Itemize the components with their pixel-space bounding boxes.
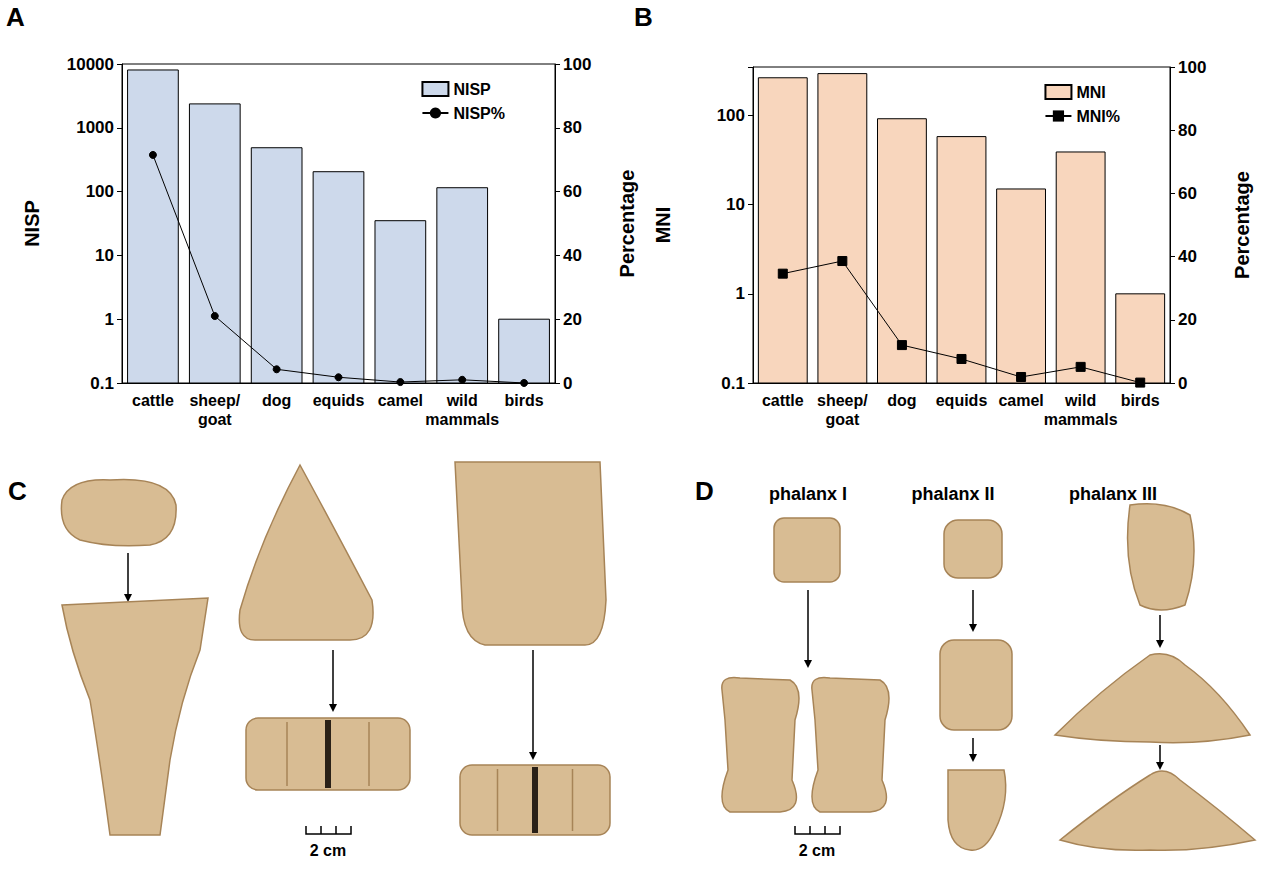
svg-text:0: 0 bbox=[563, 374, 572, 393]
svg-text:100: 100 bbox=[717, 106, 745, 125]
svg-text:birds: birds bbox=[1121, 392, 1160, 409]
svg-text:wild: wild bbox=[446, 392, 478, 409]
svg-text:40: 40 bbox=[563, 246, 582, 265]
svg-text:0: 0 bbox=[1178, 374, 1187, 393]
svg-text:dog: dog bbox=[887, 392, 916, 409]
svg-text:cattle: cattle bbox=[132, 392, 174, 409]
svg-text:100: 100 bbox=[86, 182, 114, 201]
svg-text:60: 60 bbox=[563, 182, 582, 201]
svg-text:phalanx II: phalanx II bbox=[911, 484, 994, 504]
svg-text:camel: camel bbox=[998, 392, 1043, 409]
svg-text:NISP%: NISP% bbox=[453, 105, 505, 122]
svg-text:40: 40 bbox=[1178, 247, 1197, 266]
svg-text:birds: birds bbox=[505, 392, 544, 409]
svg-text:camel: camel bbox=[378, 392, 423, 409]
svg-text:10000: 10000 bbox=[67, 55, 114, 74]
svg-text:80: 80 bbox=[1178, 121, 1197, 140]
svg-text:wild: wild bbox=[1064, 392, 1096, 409]
svg-text:sheep/: sheep/ bbox=[189, 392, 240, 409]
svg-text:80: 80 bbox=[563, 118, 582, 137]
svg-text:A: A bbox=[6, 2, 25, 32]
svg-text:goat: goat bbox=[198, 411, 232, 428]
svg-text:60: 60 bbox=[1178, 184, 1197, 203]
svg-text:C: C bbox=[8, 476, 27, 506]
svg-text:Percentage: Percentage bbox=[616, 170, 638, 278]
svg-text:10: 10 bbox=[95, 246, 114, 265]
svg-text:1000: 1000 bbox=[76, 118, 114, 137]
svg-text:mammals: mammals bbox=[1044, 411, 1118, 428]
svg-text:0.1: 0.1 bbox=[90, 374, 114, 393]
svg-text:phalanx III: phalanx III bbox=[1069, 484, 1157, 504]
svg-text:0.1: 0.1 bbox=[721, 374, 745, 393]
svg-text:mammals: mammals bbox=[425, 411, 499, 428]
svg-text:1: 1 bbox=[105, 310, 114, 329]
svg-text:MNI%: MNI% bbox=[1076, 108, 1120, 125]
svg-text:10: 10 bbox=[726, 195, 745, 214]
svg-text:2 cm: 2 cm bbox=[799, 842, 835, 859]
svg-text:cattle: cattle bbox=[762, 392, 804, 409]
svg-text:100: 100 bbox=[563, 55, 591, 74]
svg-text:phalanx I: phalanx I bbox=[769, 484, 847, 504]
svg-text:Percentage: Percentage bbox=[1231, 171, 1253, 279]
svg-text:NISP: NISP bbox=[453, 81, 491, 98]
svg-text:20: 20 bbox=[1178, 310, 1197, 329]
svg-text:MNI: MNI bbox=[1076, 84, 1105, 101]
svg-text:NISP: NISP bbox=[21, 200, 43, 247]
svg-text:D: D bbox=[695, 476, 714, 506]
svg-text:MNI: MNI bbox=[652, 207, 674, 244]
svg-text:goat: goat bbox=[825, 411, 859, 428]
svg-text:B: B bbox=[634, 2, 653, 32]
svg-text:1: 1 bbox=[736, 284, 745, 303]
svg-text:100: 100 bbox=[1178, 58, 1206, 77]
svg-text:dog: dog bbox=[262, 392, 291, 409]
svg-text:sheep/: sheep/ bbox=[817, 392, 868, 409]
svg-text:equids: equids bbox=[936, 392, 988, 409]
svg-text:2 cm: 2 cm bbox=[310, 842, 346, 859]
svg-text:20: 20 bbox=[563, 310, 582, 329]
svg-text:equids: equids bbox=[313, 392, 365, 409]
